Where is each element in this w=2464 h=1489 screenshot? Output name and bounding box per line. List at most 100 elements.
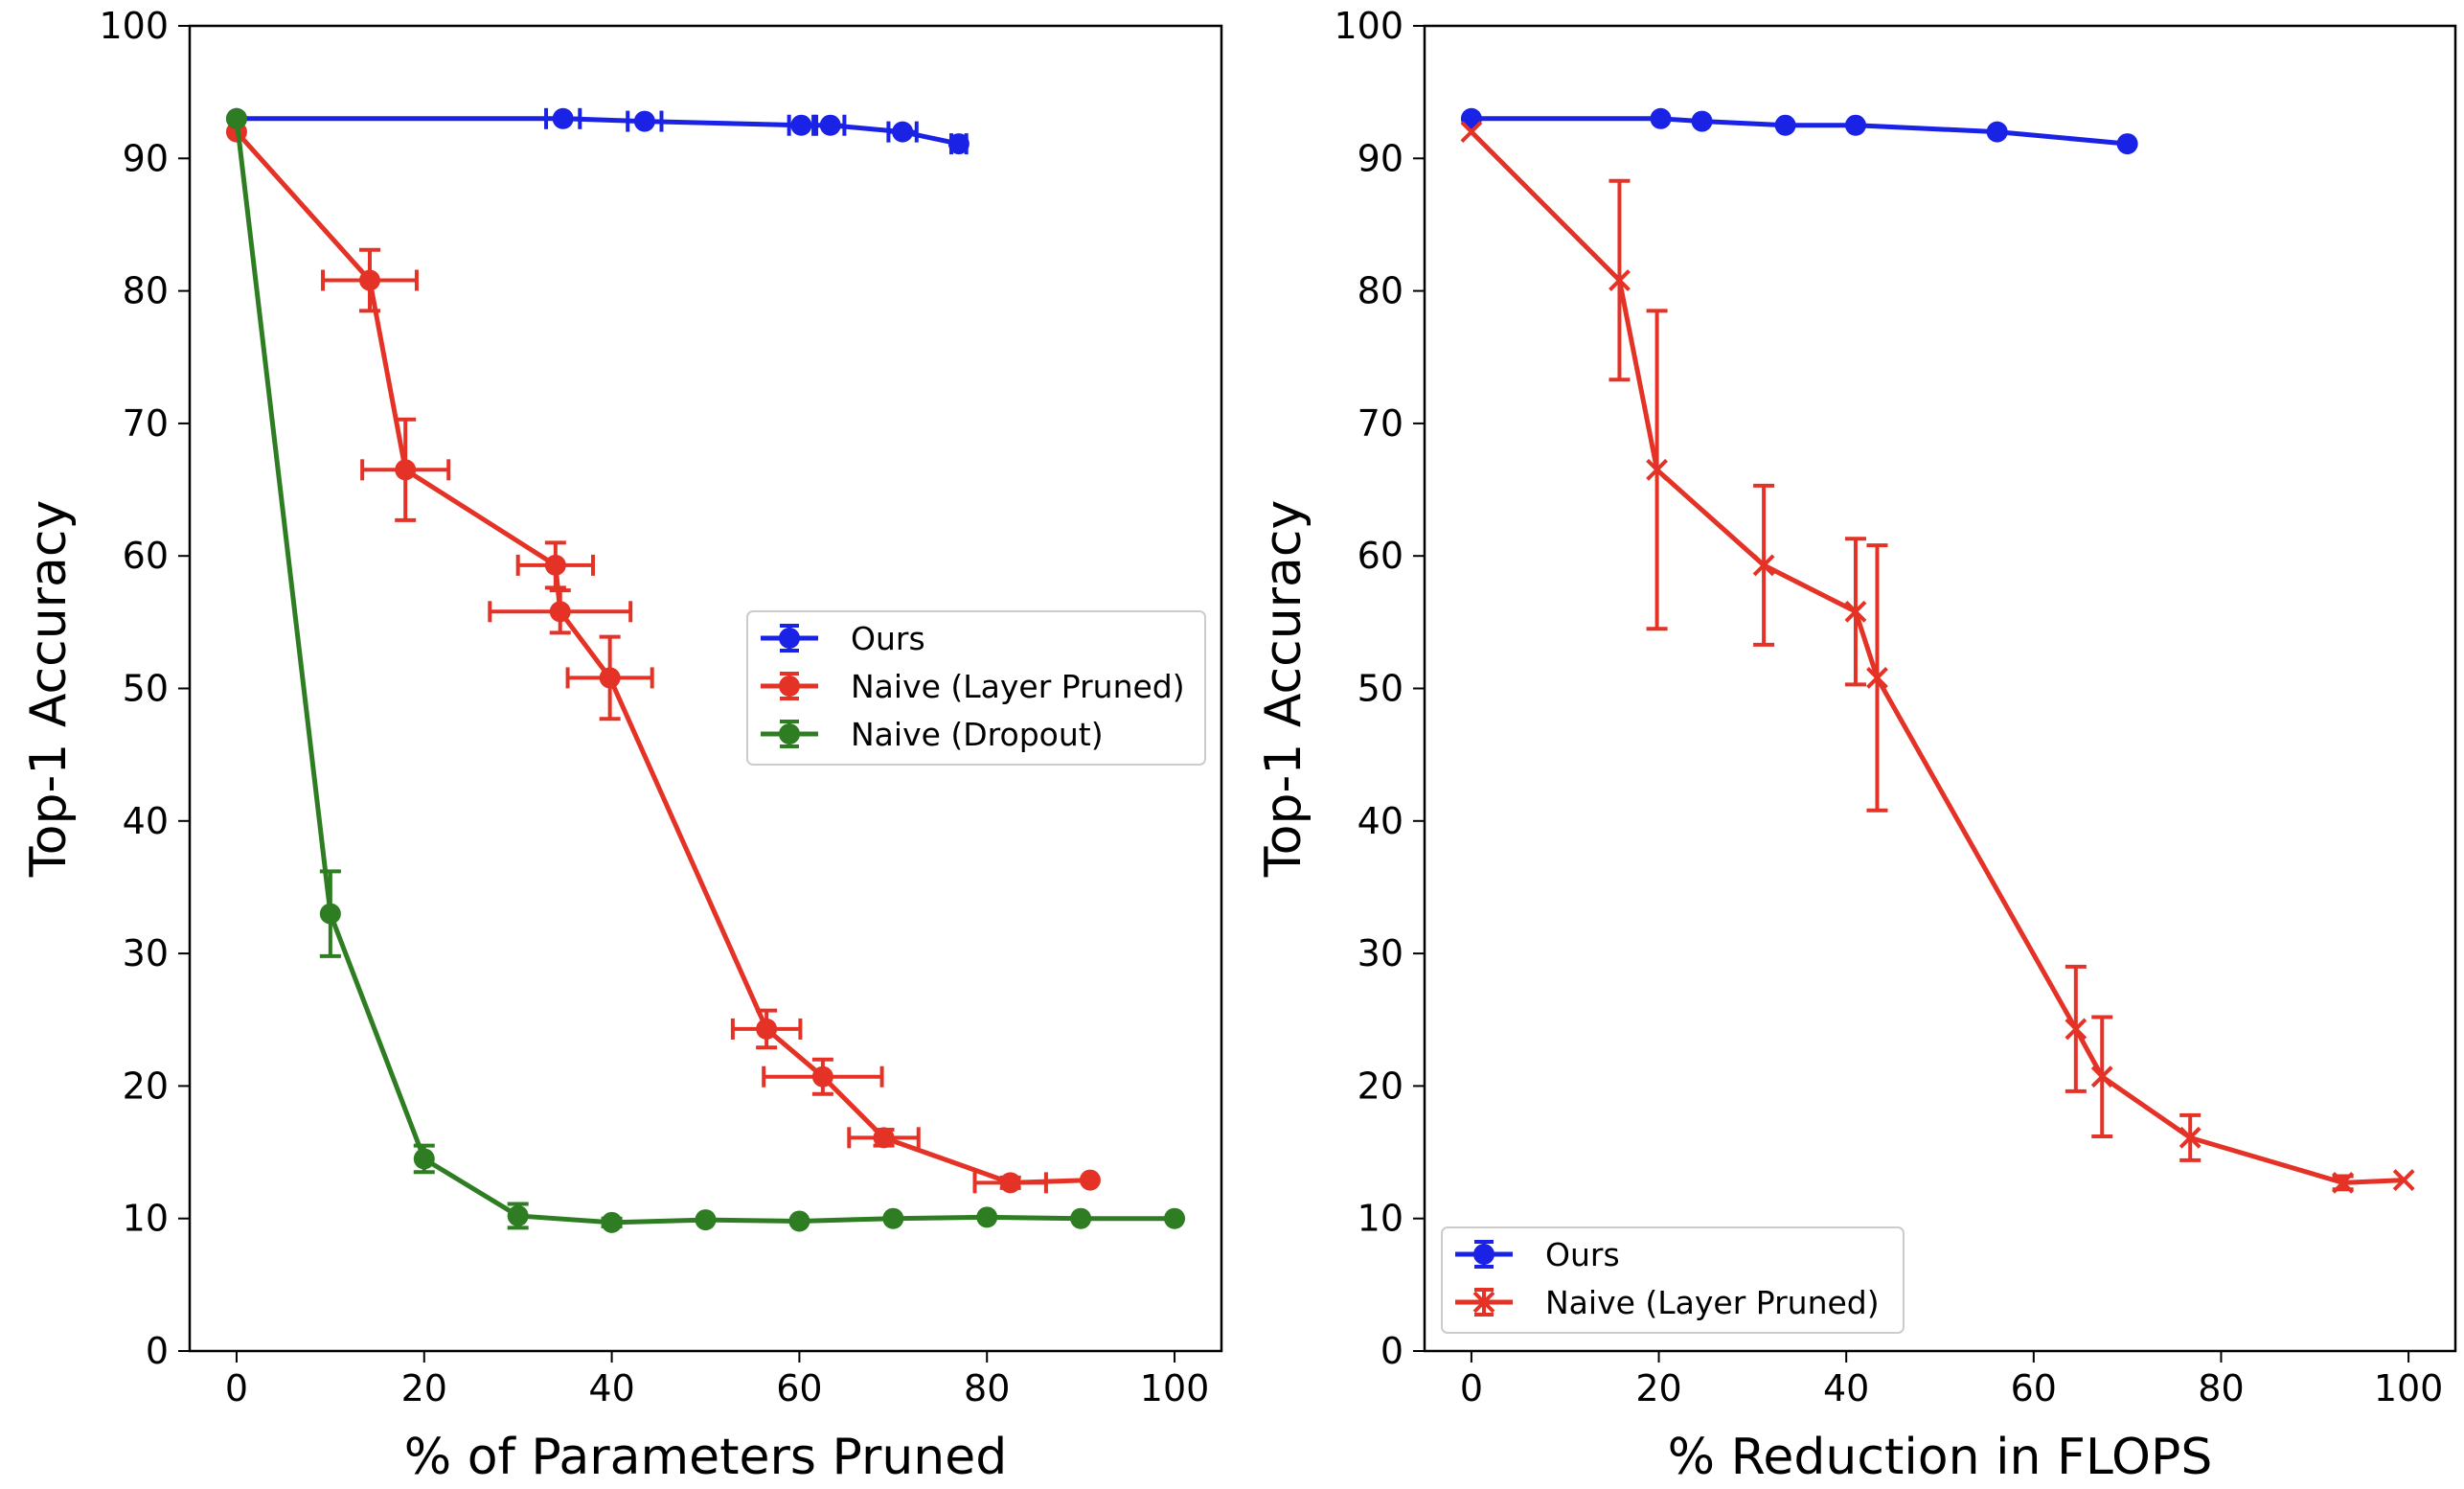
x-marker-stroke [2065,1018,2088,1041]
y-tick-label: 10 [1357,1198,1403,1240]
legend-item: Naive (Dropout) [761,716,1104,753]
data-point [1079,1169,1101,1191]
x-tick-label: 40 [1823,1367,1869,1409]
series-line [1471,116,2128,147]
x-marker-stroke [2392,1169,2415,1192]
y-tick-label: 60 [123,535,169,577]
data-point [225,107,247,129]
data-point [2392,1169,2415,1192]
data-point [882,1207,904,1229]
data-point [2179,1126,2202,1149]
y-tick-label: 90 [123,137,169,179]
legend-marker [779,676,800,697]
legend-item: Ours [1455,1236,1620,1273]
data-point [790,114,812,136]
data-point [2116,133,2138,155]
x-tick-label: 0 [225,1367,248,1409]
y-tick-label: 60 [1357,535,1403,577]
y-tick-label: 80 [1357,270,1403,312]
data-point [633,110,655,132]
data-point [1646,458,1669,481]
x-axis-label: % Reduction in FLOPS [1668,1429,2213,1486]
data-point [552,107,574,129]
y-tick-label: 100 [99,5,169,47]
y-tick-label: 90 [1357,137,1403,179]
data-point [695,1209,717,1231]
data-point [1608,269,1631,291]
legend-item: Naive (Layer Pruned) [761,668,1185,705]
x-axis-label: % of Parameters Pruned [404,1429,1007,1486]
y-axis-label: Top-1 Accuracy [20,500,78,879]
data-point [1460,121,1483,144]
data-point [1866,667,1888,689]
legend-frame [1441,1226,1905,1334]
x-marker-stroke [1844,600,1867,623]
series-naive-layer-pruned [1460,121,2415,1194]
y-tick-label: 30 [1357,932,1403,974]
data-point [873,1127,895,1149]
legend-label: Ours [1545,1236,1620,1273]
x-marker-stroke [1460,121,1483,144]
x-tick-label: 20 [401,1367,447,1409]
data-point [395,459,417,481]
data-point [2332,1171,2355,1194]
y-tick-label: 0 [146,1330,169,1372]
data-point [1844,114,1866,136]
legend-item: Ours [761,620,925,657]
y-tick-label: 40 [123,800,169,842]
y-tick-label: 0 [1380,1330,1403,1372]
data-point [507,1204,529,1226]
x-marker-stroke [1866,667,1888,689]
data-point [1844,600,1867,623]
data-point [1691,110,1713,132]
data-point [1650,107,1672,129]
y-axis-label: Top-1 Accuracy [1255,500,1312,879]
data-point [319,903,341,925]
legend-frame [746,610,1206,766]
data-point [599,667,621,689]
x-tick-label: 60 [776,1367,822,1409]
x-marker-stroke [2090,1065,2113,1088]
data-point [947,133,970,155]
series-line [236,116,960,147]
legend-label: Naive (Layer Pruned) [851,668,1185,705]
x-tick-label: 100 [2374,1367,2444,1409]
x-marker-stroke [1608,269,1631,291]
x-tick-label: 100 [1140,1367,1210,1409]
data-point [788,1210,810,1232]
legend-item: Naive (Layer Pruned) [1455,1284,1880,1321]
chart-2: 0 20 40 60 80 100 0 10 20 30 40 50 60 70 80 90 100 % Redu… [1255,5,2457,1486]
data-point [811,1065,833,1088]
data-point [549,601,571,623]
legend-marker [779,723,800,744]
plot-frame [1423,24,2457,1353]
y-tick-label: 20 [123,1065,169,1107]
legend: Ours Naive (Layer Pruned) [1441,1226,1905,1334]
x-marker-stroke [1646,458,1669,481]
data-point [1986,121,2008,143]
data-point [892,121,914,143]
data-point [976,1206,998,1228]
legend-label: Naive (Layer Pruned) [1545,1284,1880,1321]
data-point [2065,1018,2088,1041]
y-tick-label: 50 [123,668,169,710]
data-point [1752,554,1775,577]
data-point [819,114,841,136]
data-point [2090,1065,2113,1088]
x-marker-stroke [2332,1171,2355,1194]
y-tick-label: 30 [123,932,169,974]
y-tick-label: 40 [1357,800,1403,842]
x-tick-label: 80 [964,1367,1010,1409]
x-tick-label: 80 [2198,1367,2244,1409]
data-point [1164,1207,1186,1229]
y-tick-label: 80 [123,270,169,312]
data-point [544,554,566,576]
y-tick-label: 70 [123,402,169,445]
series-ours [225,107,970,155]
x-tick-label: 40 [588,1367,634,1409]
y-tick-label: 70 [1357,402,1403,445]
x-marker-stroke [1752,554,1775,577]
series-naive-dropout [225,107,1186,1233]
y-tick-label: 50 [1357,668,1403,710]
